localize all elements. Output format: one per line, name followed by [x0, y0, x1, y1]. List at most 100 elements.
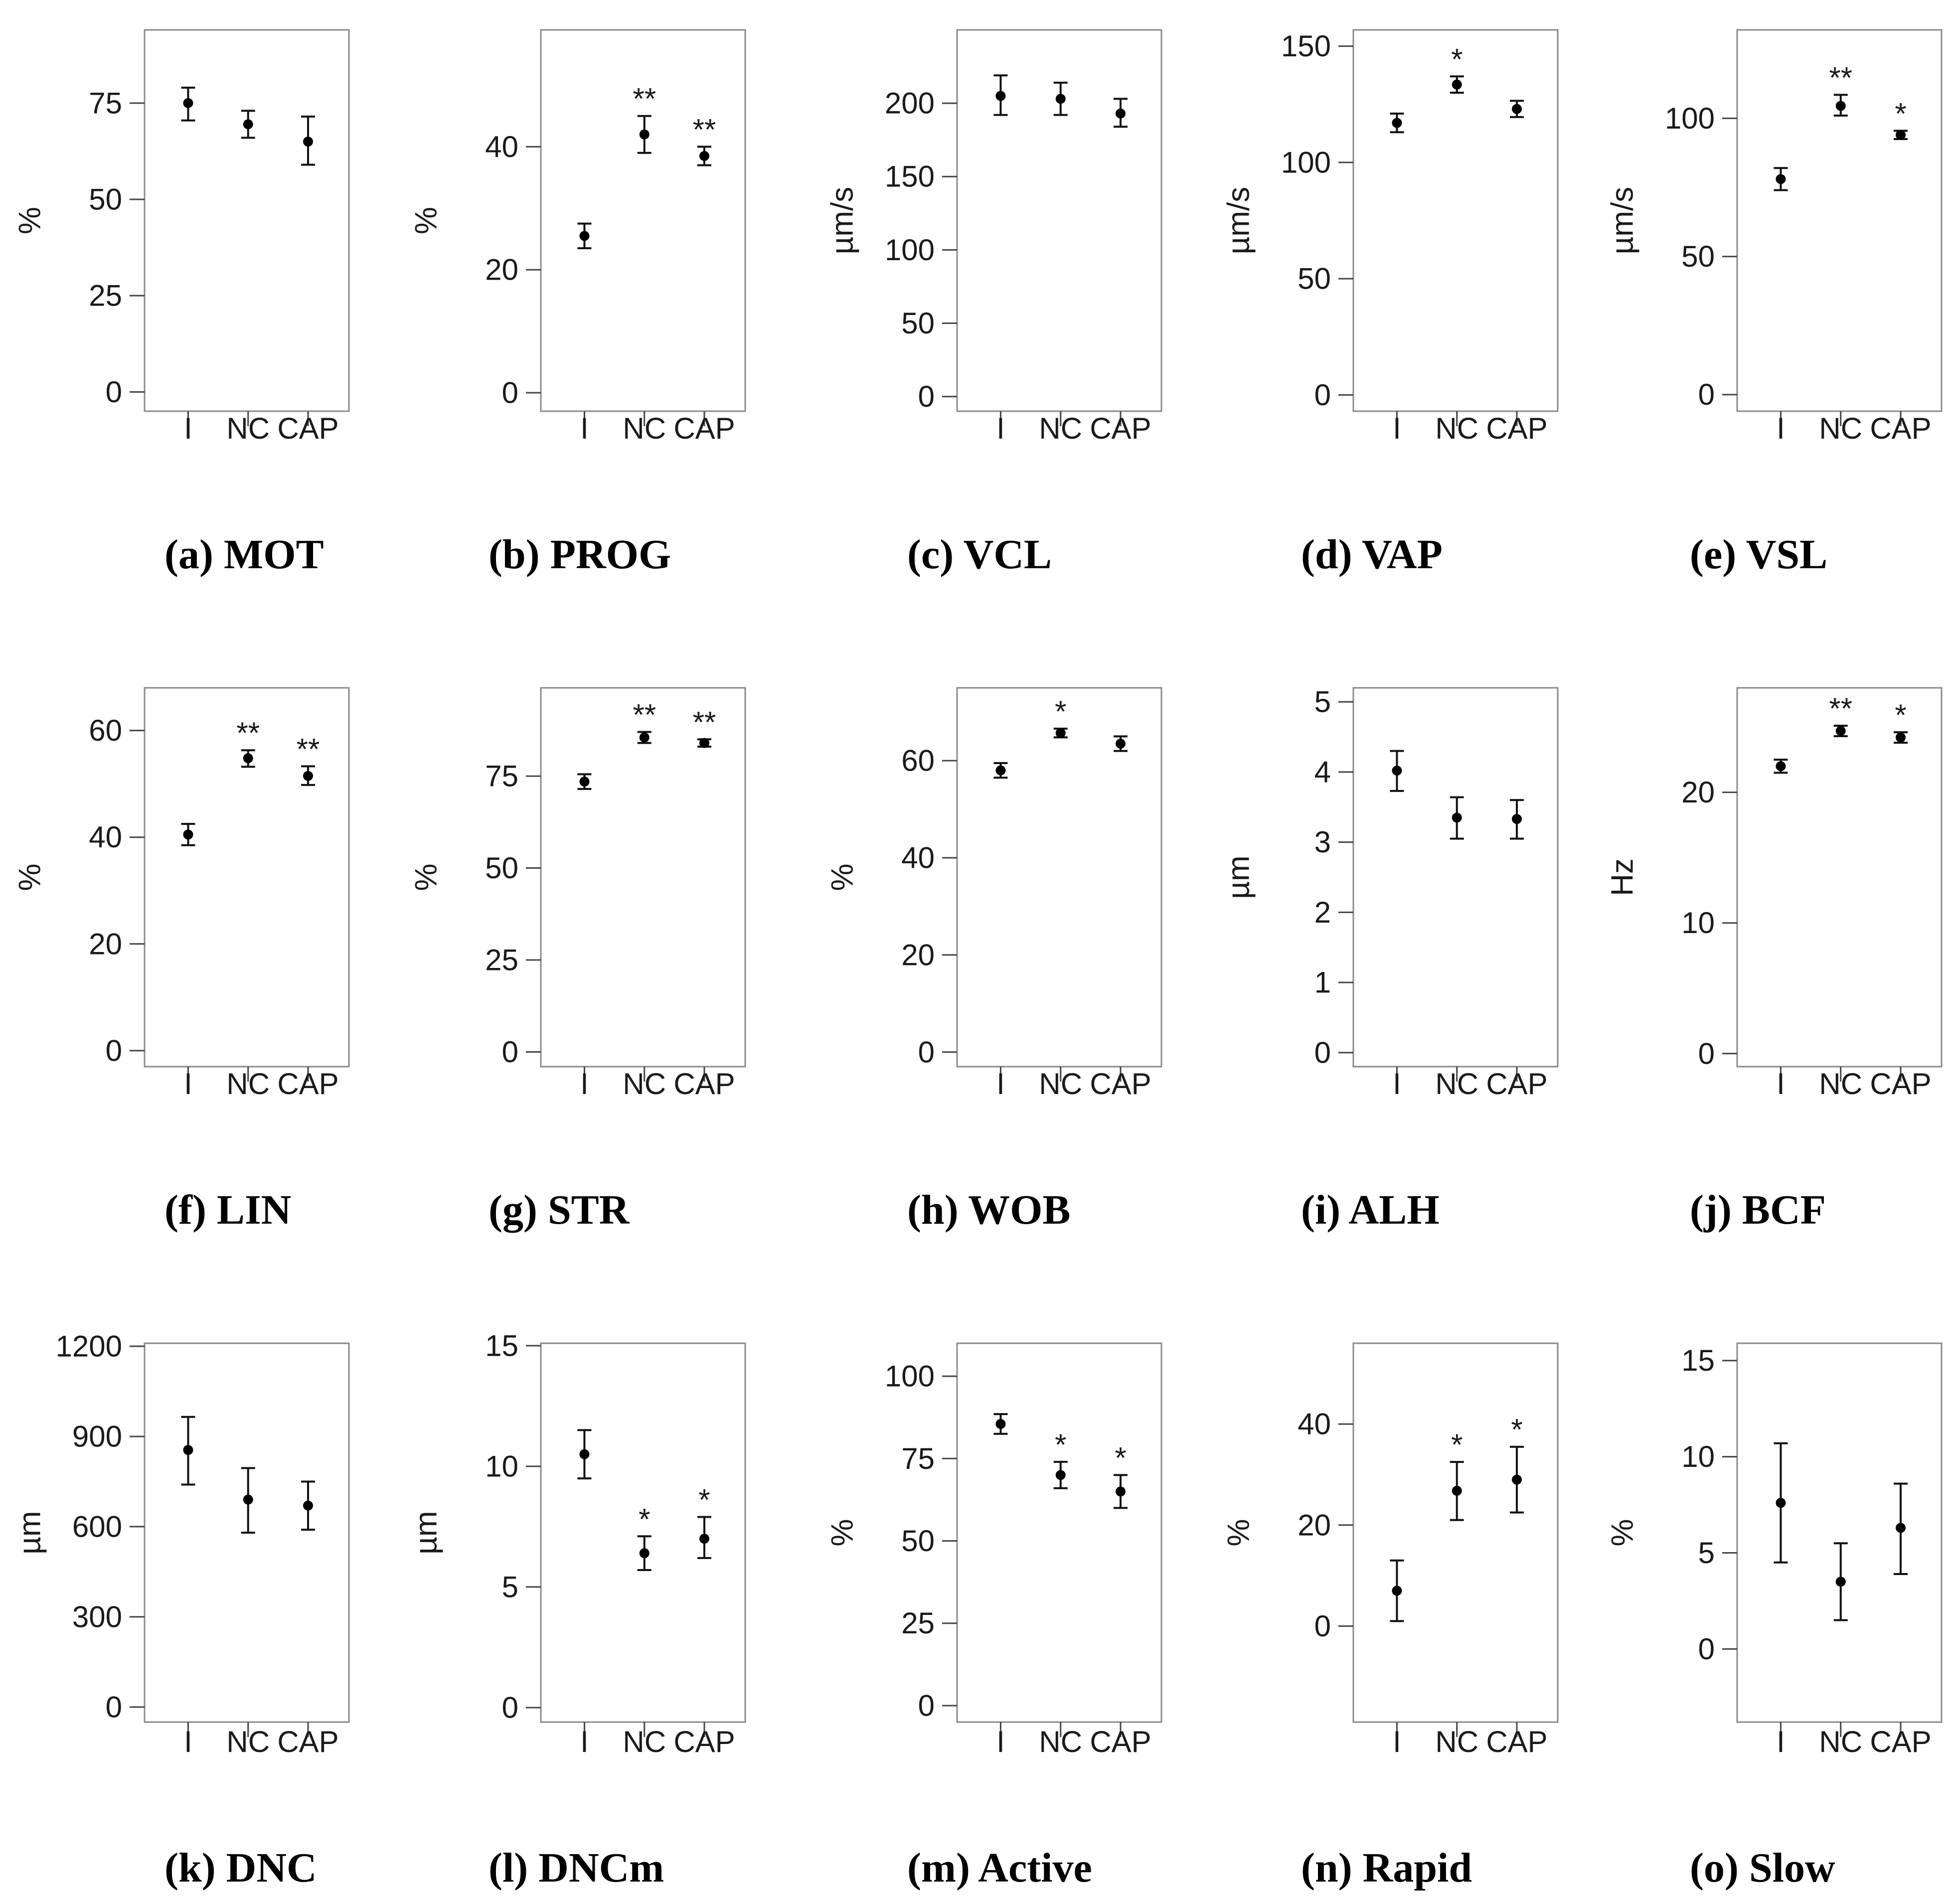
y-tick-label-active: 75 [901, 1442, 935, 1475]
data-point-prog-i [579, 231, 590, 241]
y-axis-label-dnc: µm [13, 1511, 47, 1554]
x-tick-label-dnc-cap: CAP [277, 1725, 338, 1758]
x-tick-label-vsl-i: I [1777, 412, 1785, 445]
y-tick-label-dnc: 900 [72, 1420, 122, 1453]
y-tick-label-str: 0 [502, 1035, 518, 1069]
x-tick-label-dncm-i: I [580, 1725, 589, 1758]
y-tick-label-alh: 3 [1314, 825, 1331, 859]
caption-dncm: (l) DNCm [488, 1845, 664, 1891]
y-tick-label-vsl: 100 [1665, 102, 1715, 135]
x-tick-label-vcl-cap: CAP [1090, 412, 1151, 445]
data-point-prog-nc [639, 129, 650, 140]
data-point-mot-i [183, 98, 193, 108]
data-point-vap-i [1392, 118, 1402, 128]
y-axis-label-str: % [409, 863, 444, 891]
significance-wob-nc: * [1055, 695, 1066, 728]
data-point-vsl-nc [1835, 101, 1846, 111]
data-point-rapid-i [1392, 1586, 1402, 1596]
data-point-bcf-nc [1835, 726, 1846, 736]
x-tick-label-active-nc: NC [1039, 1725, 1082, 1758]
x-tick-label-alh-i: I [1393, 1067, 1401, 1101]
plot-frame-active [956, 1342, 1162, 1723]
y-tick-label-prog: 0 [502, 376, 518, 409]
data-point-slow-nc [1835, 1577, 1846, 1587]
data-point-alh-i [1392, 766, 1402, 776]
data-point-lin-nc [243, 753, 253, 764]
x-tick-label-prog-i: I [580, 412, 589, 445]
y-tick-label-active: 50 [901, 1524, 935, 1558]
x-tick-label-vap-nc: NC [1435, 412, 1478, 445]
data-point-prog-cap [699, 151, 709, 161]
y-axis-label-prog: % [409, 207, 444, 234]
data-point-dnc-nc [243, 1494, 253, 1505]
y-tick-label-alh: 2 [1314, 896, 1331, 929]
data-point-bcf-cap [1896, 732, 1906, 743]
x-tick-label-dnc-i: I [184, 1725, 192, 1758]
x-tick-label-rapid-nc: NC [1435, 1725, 1478, 1758]
y-tick-label-vcl: 100 [885, 233, 935, 267]
data-point-mot-nc [243, 119, 253, 130]
significance-active-nc: * [1055, 1428, 1066, 1461]
data-point-vcl-nc [1055, 94, 1066, 104]
caption-bcf: (j) BCF [1690, 1187, 1826, 1233]
y-tick-label-vap: 150 [1281, 29, 1331, 63]
x-tick-label-slow-cap: CAP [1870, 1725, 1931, 1758]
data-point-lin-i [183, 829, 193, 840]
y-tick-label-mot: 50 [89, 183, 122, 216]
y-tick-label-rapid: 0 [1314, 1609, 1331, 1643]
x-tick-label-alh-nc: NC [1435, 1067, 1478, 1101]
plot-frame-dnc [144, 1342, 350, 1723]
y-tick-label-dnc: 1200 [56, 1330, 122, 1363]
x-tick-label-rapid-cap: CAP [1486, 1725, 1547, 1758]
data-point-vap-cap [1512, 104, 1522, 114]
caption-mot: (a) MOT [164, 531, 324, 578]
y-axis-label-rapid: % [1222, 1519, 1256, 1546]
x-tick-label-mot-nc: NC [226, 412, 270, 445]
data-point-mot-cap [303, 137, 313, 147]
y-tick-label-vcl: 50 [901, 307, 935, 340]
y-tick-label-slow: 5 [1698, 1536, 1715, 1570]
y-tick-label-str: 75 [485, 760, 518, 793]
significance-vsl-nc: ** [1829, 61, 1852, 94]
x-tick-label-prog-nc: NC [623, 412, 666, 445]
y-tick-label-str: 25 [485, 944, 518, 977]
data-point-rapid-nc [1452, 1485, 1462, 1496]
y-tick-label-slow: 10 [1681, 1440, 1715, 1473]
x-tick-label-dnc-nc: NC [226, 1725, 270, 1758]
y-tick-label-str: 50 [485, 851, 518, 885]
significance-bcf-cap: * [1895, 698, 1906, 732]
y-tick-label-dncm: 15 [485, 1329, 518, 1362]
x-tick-label-bcf-nc: NC [1819, 1067, 1862, 1101]
significance-vap-nc: * [1451, 42, 1462, 76]
x-tick-label-bcf-i: I [1777, 1067, 1785, 1101]
plot-frame-lin [144, 687, 350, 1068]
caption-prog: (b) PROG [488, 531, 671, 578]
y-tick-label-dncm: 10 [485, 1449, 518, 1483]
data-point-dncm-nc [639, 1548, 650, 1559]
data-point-vsl-cap [1896, 130, 1906, 140]
x-tick-label-vsl-nc: NC [1819, 412, 1862, 445]
y-tick-label-wob: 20 [901, 938, 935, 971]
y-tick-label-vsl: 50 [1681, 240, 1715, 273]
x-tick-label-lin-nc: NC [226, 1067, 270, 1101]
y-tick-label-bcf: 20 [1681, 776, 1715, 809]
y-tick-label-rapid: 20 [1298, 1508, 1331, 1542]
y-axis-label-mot: % [13, 207, 47, 234]
y-axis-label-vsl: µm/s [1606, 187, 1640, 255]
caption-alh: (i) ALH [1301, 1187, 1440, 1233]
x-tick-label-vap-i: I [1393, 412, 1401, 445]
y-tick-label-active: 25 [901, 1606, 935, 1640]
plot-frame-wob [956, 687, 1162, 1068]
y-tick-label-vap: 50 [1298, 262, 1331, 296]
y-tick-label-prog: 40 [485, 130, 518, 163]
x-tick-label-active-i: I [996, 1725, 1005, 1758]
significance-lin-nc: ** [236, 716, 260, 750]
plot-frame-bcf [1736, 687, 1943, 1068]
y-tick-label-bcf: 10 [1681, 906, 1715, 940]
data-point-active-cap [1116, 1486, 1126, 1497]
y-axis-label-lin: % [13, 863, 47, 891]
plot-frame-dncm [540, 1342, 746, 1723]
x-tick-label-dncm-nc: NC [623, 1725, 666, 1758]
plot-frame-vcl [956, 29, 1162, 412]
data-point-vcl-i [995, 91, 1006, 101]
